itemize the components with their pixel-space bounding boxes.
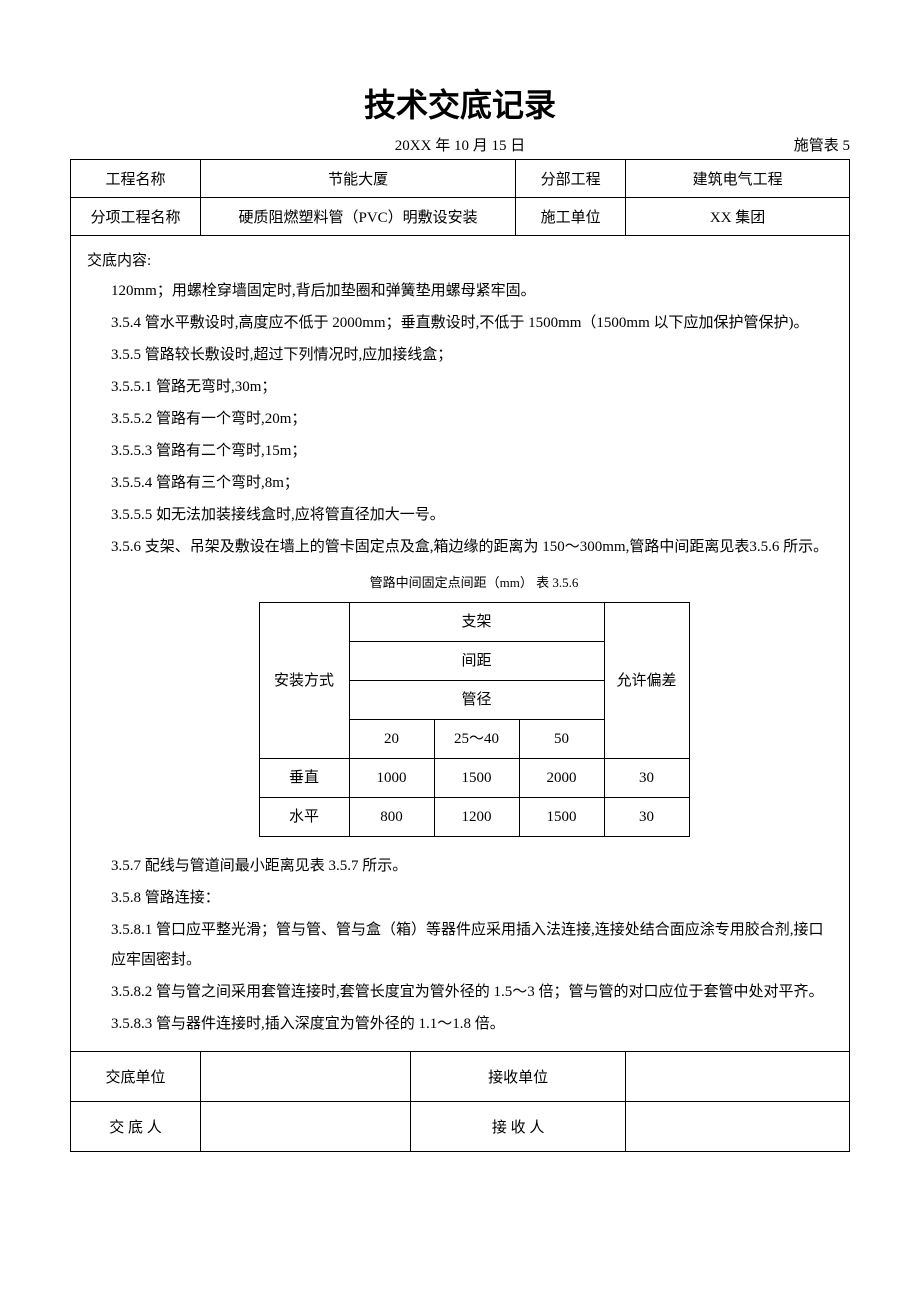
cell-value: 30: [604, 759, 689, 798]
content-para: 3.5.8.1 管口应平整光滑；管与管、管与盒（箱）等器件应采用插入法连接,连接…: [111, 915, 837, 975]
cell-value: 2000: [519, 759, 604, 798]
cell-value: 1200: [434, 798, 519, 837]
content-para: 3.5.5 管路较长敷设时,超过下列情况时,应加接线盒；: [111, 340, 837, 370]
main-table: 工程名称 节能大厦 分部工程 建筑电气工程 分项工程名称 硬质阻燃塑料管（PVC…: [70, 159, 850, 1152]
receiving-person-label: 接 收 人: [411, 1102, 626, 1152]
diam-col: 20: [349, 720, 434, 759]
project-name-label: 工程名称: [71, 160, 201, 198]
content-para: 3.5.8.3 管与器件连接时,插入深度宜为管外径的 1.1～1.8 倍。: [111, 1009, 837, 1039]
disclosing-person-label: 交 底 人: [71, 1102, 201, 1152]
form-number: 施管表 5: [730, 134, 850, 155]
content-para: 3.5.5.5 如无法加装接线盒时,应将管直径加大一号。: [111, 500, 837, 530]
tolerance-header: 允许偏差: [604, 603, 689, 759]
spacing-header: 间距: [349, 642, 604, 681]
table-row: 水平 800 1200 1500 30: [259, 798, 689, 837]
receiving-unit-label: 接收单位: [411, 1052, 626, 1102]
table-row: 垂直 1000 1500 2000 30: [259, 759, 689, 798]
bracket-header: 支架: [349, 603, 604, 642]
content-para: 3.5.4 管水平敷设时,高度应不低于 2000mm；垂直敷设时,不低于 150…: [111, 308, 837, 338]
record-date: 20XX 年 10 月 15 日: [190, 134, 730, 155]
diam-col: 50: [519, 720, 604, 759]
subsection-value: 建筑电气工程: [626, 160, 850, 198]
diameter-header: 管径: [349, 681, 604, 720]
row-label: 垂直: [259, 759, 349, 798]
cell-value: 1500: [519, 798, 604, 837]
content-row: 交底内容: 120mm；用螺栓穿墙固定时,背后加垫圈和弹簧垫用螺母紧牢固。 3.…: [71, 236, 850, 1052]
content-para: 3.5.7 配线与管道间最小距离见表 3.5.7 所示。: [111, 851, 837, 881]
content-para: 120mm；用螺栓穿墙固定时,背后加垫圈和弹簧垫用螺母紧牢固。: [111, 276, 837, 306]
content-para: 3.5.8 管路连接：: [111, 883, 837, 913]
receiving-unit-value: [626, 1052, 850, 1102]
content-cell: 交底内容: 120mm；用螺栓穿墙固定时,背后加垫圈和弹簧垫用螺母紧牢固。 3.…: [71, 236, 850, 1052]
row-label: 水平: [259, 798, 349, 837]
construction-unit-value: XX 集团: [626, 198, 850, 236]
disclosing-person-value: [201, 1102, 411, 1152]
cell-value: 1000: [349, 759, 434, 798]
content-para: 3.5.5.2 管路有一个弯时,20m；: [111, 404, 837, 434]
content-para: 3.5.5.1 管路无弯时,30m；: [111, 372, 837, 402]
project-name-value: 节能大厦: [201, 160, 516, 198]
subtitle-row: 20XX 年 10 月 15 日 施管表 5: [70, 134, 850, 155]
content-para: 3.5.5.3 管路有二个弯时,15m；: [111, 436, 837, 466]
content-para: 3.5.8.2 管与管之间采用套管连接时,套管长度宜为管外径的 1.5～3 倍；…: [111, 977, 837, 1007]
cell-value: 1500: [434, 759, 519, 798]
subitem-value: 硬质阻燃塑料管（PVC）明敷设安装: [201, 198, 516, 236]
construction-unit-label: 施工单位: [516, 198, 626, 236]
cell-value: 30: [604, 798, 689, 837]
subsection-label: 分部工程: [516, 160, 626, 198]
subitem-label: 分项工程名称: [71, 198, 201, 236]
table-row: 交底单位 接收单位: [71, 1052, 850, 1102]
disclosing-unit-label: 交底单位: [71, 1052, 201, 1102]
diam-col: 25～40: [434, 720, 519, 759]
content-label: 交底内容:: [83, 246, 837, 276]
table-row: 工程名称 节能大厦 分部工程 建筑电气工程: [71, 160, 850, 198]
content-para: 3.5.5.4 管路有三个弯时,8m；: [111, 468, 837, 498]
receiving-person-value: [626, 1102, 850, 1152]
table-row: 交 底 人 接 收 人: [71, 1102, 850, 1152]
cell-value: 800: [349, 798, 434, 837]
inner-table: 安装方式 支架 允许偏差 间距 管径 20 25～40 50: [259, 602, 690, 837]
inner-table-caption: 管路中间固定点间距（mm） 表 3.5.6: [111, 570, 837, 596]
page-title: 技术交底记录: [70, 80, 850, 126]
disclosing-unit-value: [201, 1052, 411, 1102]
content-para: 3.5.6 支架、吊架及敷设在墙上的管卡固定点及盒,箱边缘的距离为 150～30…: [111, 532, 837, 562]
table-row: 分项工程名称 硬质阻燃塑料管（PVC）明敷设安装 施工单位 XX 集团: [71, 198, 850, 236]
install-method-header: 安装方式: [259, 603, 349, 759]
table-row: 安装方式 支架 允许偏差: [259, 603, 689, 642]
